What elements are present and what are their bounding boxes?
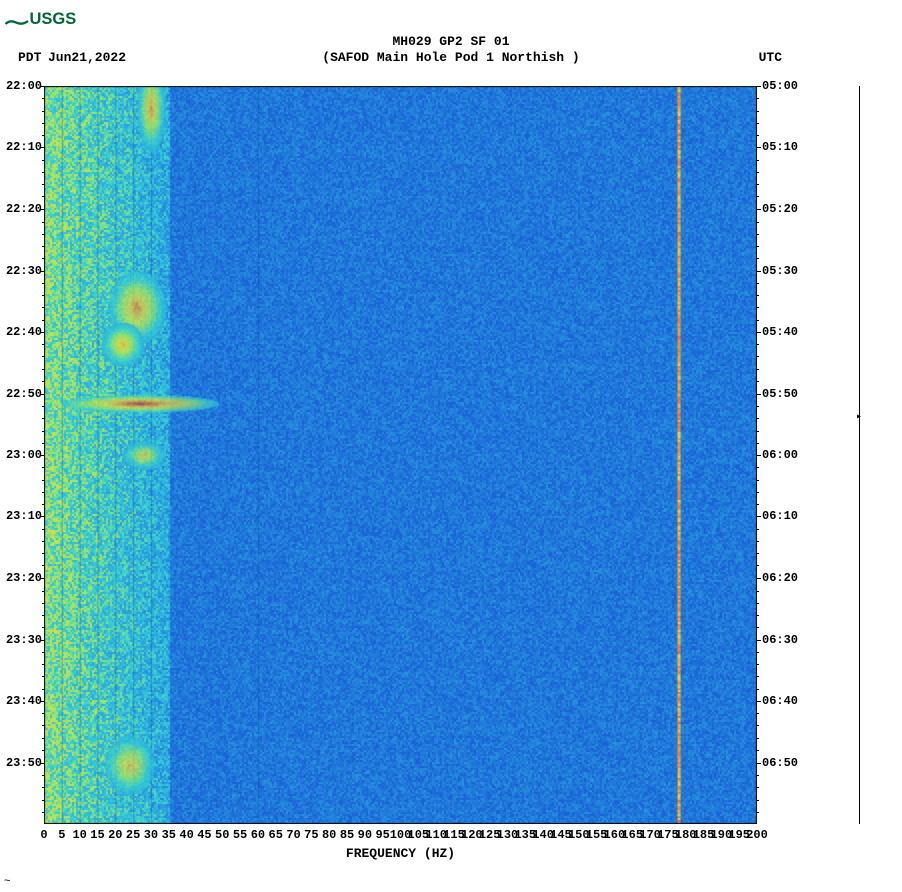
- y-axis-right: 05:0005:1005:2005:3005:4005:5006:0006:10…: [760, 86, 810, 824]
- y-left-tick-label: 22:40: [6, 325, 42, 339]
- x-tick-label: 0: [40, 828, 47, 842]
- x-tick-label: 20: [108, 828, 122, 842]
- y-left-tick-label: 23:40: [6, 694, 42, 708]
- y-right-tick-label: 06:50: [762, 756, 798, 770]
- x-tick-label: 35: [162, 828, 176, 842]
- x-tick-label: 50: [215, 828, 229, 842]
- spectrogram-plot: [44, 86, 757, 824]
- x-tick-label: 45: [197, 828, 211, 842]
- svg-text:USGS: USGS: [30, 10, 77, 28]
- y-right-tick-label: 05:50: [762, 387, 798, 401]
- x-tick-label: 65: [269, 828, 283, 842]
- x-tick-label: 15: [90, 828, 104, 842]
- y-left-tick-label: 22:30: [6, 264, 42, 278]
- x-tick-label: 90: [358, 828, 372, 842]
- side-scale-line: [859, 86, 860, 824]
- usgs-logo-svg: USGS: [4, 4, 94, 32]
- y-left-tick-label: 23:20: [6, 571, 42, 585]
- y-left-tick-label: 23:30: [6, 633, 42, 647]
- x-tick-label: 75: [304, 828, 318, 842]
- x-tick-label: 70: [286, 828, 300, 842]
- x-tick-label: 25: [126, 828, 140, 842]
- y-right-tick-label: 06:40: [762, 694, 798, 708]
- x-axis-label: FREQUENCY (HZ): [44, 846, 757, 861]
- x-tick-label: 80: [322, 828, 336, 842]
- chart-title: MH029 GP2 SF 01: [392, 34, 509, 49]
- y-right-tick-label: 05:00: [762, 79, 798, 93]
- x-tick-label: 55: [233, 828, 247, 842]
- x-tick-label: 95: [375, 828, 389, 842]
- y-left-tick-label: 22:50: [6, 387, 42, 401]
- x-tick-label: 85: [340, 828, 354, 842]
- y-right-tick-label: 05:30: [762, 264, 798, 278]
- x-tick-label: 30: [144, 828, 158, 842]
- y-right-tick-label: 05:20: [762, 202, 798, 216]
- y-axis-left: 22:0022:1022:2022:3022:4022:5023:0023:10…: [0, 86, 44, 824]
- y-right-tick-label: 05:10: [762, 140, 798, 154]
- y-left-tick-label: 23:10: [6, 509, 42, 523]
- y-left-tick-label: 22:10: [6, 140, 42, 154]
- y-right-tick-label: 05:40: [762, 325, 798, 339]
- y-left-tick-label: 23:00: [6, 448, 42, 462]
- y-left-tick-label: 22:00: [6, 79, 42, 93]
- timezone-left-label: PDT: [18, 50, 41, 65]
- side-scale-bar: ▸: [856, 86, 864, 824]
- x-tick-label: 200: [746, 828, 768, 842]
- x-axis: 0510152025303540455055606570758085909510…: [44, 828, 757, 846]
- date-label: Jun21,2022: [48, 50, 126, 65]
- spectrogram-canvas: [44, 86, 757, 824]
- chart-subtitle: (SAFOD Main Hole Pod 1 Northish ): [322, 50, 579, 65]
- x-tick-label: 60: [251, 828, 265, 842]
- y-left-tick-label: 23:50: [6, 756, 42, 770]
- side-scale-arrow-icon: ▸: [856, 411, 862, 423]
- x-tick-label: 40: [179, 828, 193, 842]
- y-left-tick-label: 22:20: [6, 202, 42, 216]
- footer-mark: ~: [4, 876, 11, 888]
- timezone-right-label: UTC: [759, 50, 782, 65]
- usgs-logo: USGS: [4, 4, 94, 36]
- y-right-tick-label: 06:30: [762, 633, 798, 647]
- y-right-tick-label: 06:00: [762, 448, 798, 462]
- y-right-tick-label: 06:20: [762, 571, 798, 585]
- y-right-tick-label: 06:10: [762, 509, 798, 523]
- x-tick-label: 10: [72, 828, 86, 842]
- x-tick-label: 5: [58, 828, 65, 842]
